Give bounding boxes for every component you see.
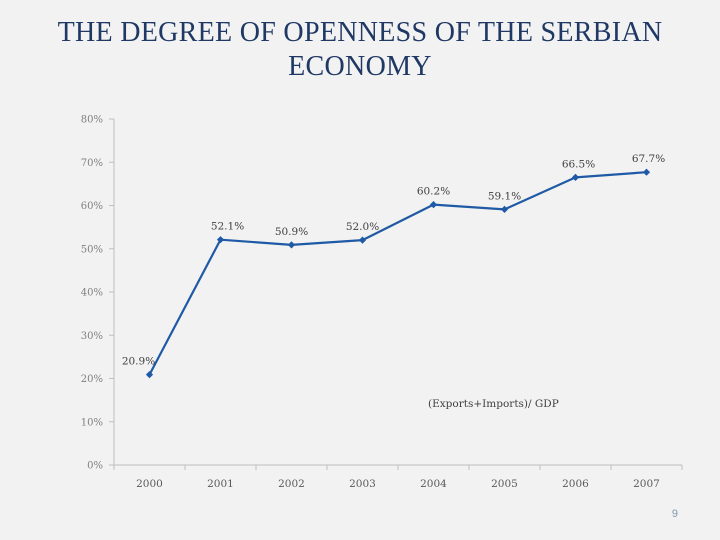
x-tick-label: 2000 [136,478,163,490]
data-label: 52.1% [211,221,244,233]
data-label: 52.0% [346,221,379,233]
data-point-marker [571,173,580,181]
y-tick-label: 40% [81,288,103,299]
data-label: 20.9% [122,356,155,368]
y-axis: 0% 10% 20% 30% 40% 50% 60% 70% 80% [81,115,115,472]
x-axis: 2000 2001 2002 2003 2004 2005 2006 2007 [113,464,683,490]
data-point-marker [145,371,154,379]
y-tick-label: 50% [81,244,103,255]
data-label: 59.1% [488,190,521,202]
series-line-group [145,168,651,379]
series-annotation: (Exports+Imports)/ GDP [428,398,559,410]
page-number: 9 [671,508,678,520]
y-tick-label: 80% [81,115,103,126]
data-point-marker [358,236,367,244]
data-point-marker [216,236,225,244]
data-point-marker [429,201,438,209]
x-tick-label: 2006 [562,478,589,490]
data-label: 50.9% [275,226,308,238]
y-tick-label: 10% [81,417,103,428]
y-tick-label: 60% [81,201,103,212]
x-tick-label: 2003 [349,478,376,490]
data-labels: 20.9% 52.1% 50.9% 52.0% 60.2% 59.1% 66.5% 67.7% [122,153,665,367]
y-tick-label: 0% [87,461,103,472]
x-tick-label: 2004 [420,478,447,490]
y-tick-label: 70% [81,158,103,169]
x-tick-label: 2007 [633,478,660,490]
data-label: 66.5% [562,158,595,170]
slide-title: THE DEGREE OF OPENNESS OF THE SERBIAN EC… [57,17,663,82]
x-tick-label: 2002 [278,478,305,490]
x-tick-label: 2005 [491,478,518,490]
data-point-marker [642,168,651,176]
data-label: 60.2% [417,186,450,198]
series-line [148,171,647,376]
y-tick-label: 20% [81,374,103,385]
y-tick-label: 30% [81,331,103,342]
data-point-marker [287,241,296,249]
data-point-marker [500,205,509,213]
x-tick-label: 2001 [207,478,234,490]
data-label: 67.7% [632,153,665,165]
